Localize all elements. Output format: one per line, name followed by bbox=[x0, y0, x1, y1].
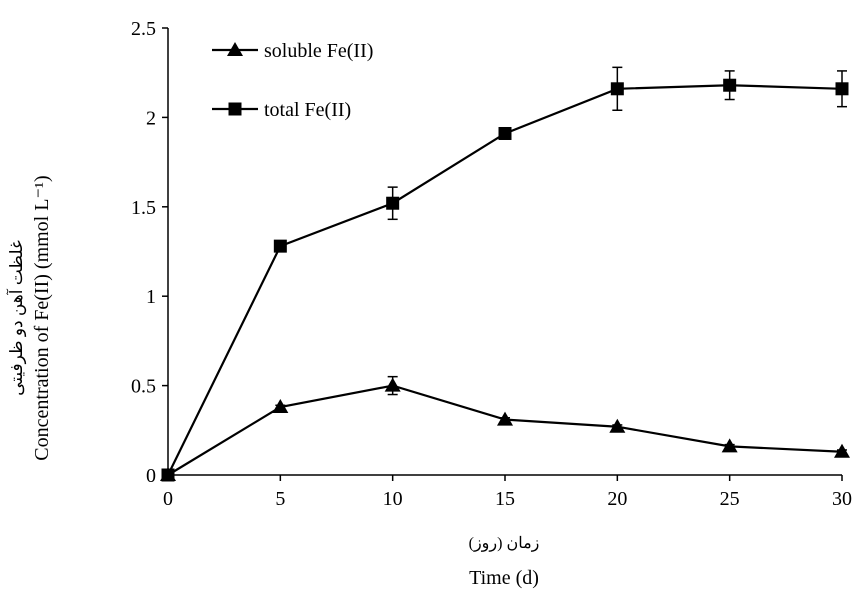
data-point bbox=[272, 399, 289, 414]
data-point bbox=[497, 411, 513, 426]
y-ticks: 0 0.5 1 1.5 2 2.5 bbox=[131, 18, 168, 487]
series-soluble-fe bbox=[160, 375, 850, 481]
data-point bbox=[161, 468, 175, 482]
y-tick-label: 0.5 bbox=[131, 376, 156, 398]
x-tick-label: 5 bbox=[275, 488, 285, 510]
x-ticks: 0 5 10 15 20 25 30 bbox=[163, 475, 852, 510]
x-tick-label: 30 bbox=[832, 488, 852, 510]
data-point bbox=[835, 82, 849, 96]
legend-marker bbox=[227, 42, 243, 56]
legend-label: total Fe(II) bbox=[264, 99, 351, 121]
data-point bbox=[610, 82, 624, 96]
series-layer bbox=[160, 66, 850, 482]
y-axis-label-fa: غلظت آهن دو ظرفیتی bbox=[5, 240, 27, 396]
x-axis-label: Time (d) bbox=[469, 567, 539, 589]
data-point bbox=[386, 196, 400, 210]
x-tick-label: 25 bbox=[720, 488, 740, 510]
x-axis-label-fa: زمان (روز) bbox=[469, 535, 540, 552]
y-tick-label: 1.5 bbox=[131, 197, 156, 219]
y-tick-label: 0 bbox=[146, 465, 156, 487]
y-tick-label: 2 bbox=[146, 107, 156, 129]
data-point bbox=[384, 377, 401, 392]
data-point bbox=[609, 418, 626, 433]
y-axis-label: Concentration of Fe(II) (mmol L⁻¹) bbox=[31, 175, 53, 460]
y-tick-label: 1 bbox=[146, 286, 156, 308]
x-tick-label: 0 bbox=[163, 488, 173, 510]
data-point bbox=[498, 126, 512, 140]
x-tick-label: 15 bbox=[495, 488, 515, 510]
x-tick-label: 20 bbox=[607, 488, 627, 510]
data-point bbox=[834, 443, 850, 458]
data-point bbox=[723, 78, 737, 92]
series-line bbox=[167, 384, 843, 476]
y-tick-label: 2.5 bbox=[131, 18, 156, 40]
data-point bbox=[273, 239, 287, 253]
legend-marker bbox=[228, 102, 242, 116]
legend-label: soluble Fe(II) bbox=[264, 40, 373, 62]
data-point bbox=[721, 438, 738, 453]
x-tick-label: 10 bbox=[383, 488, 403, 510]
series-total-fe bbox=[161, 66, 849, 482]
legend: soluble Fe(II) total Fe(II) bbox=[212, 40, 373, 121]
axes bbox=[167, 28, 842, 476]
